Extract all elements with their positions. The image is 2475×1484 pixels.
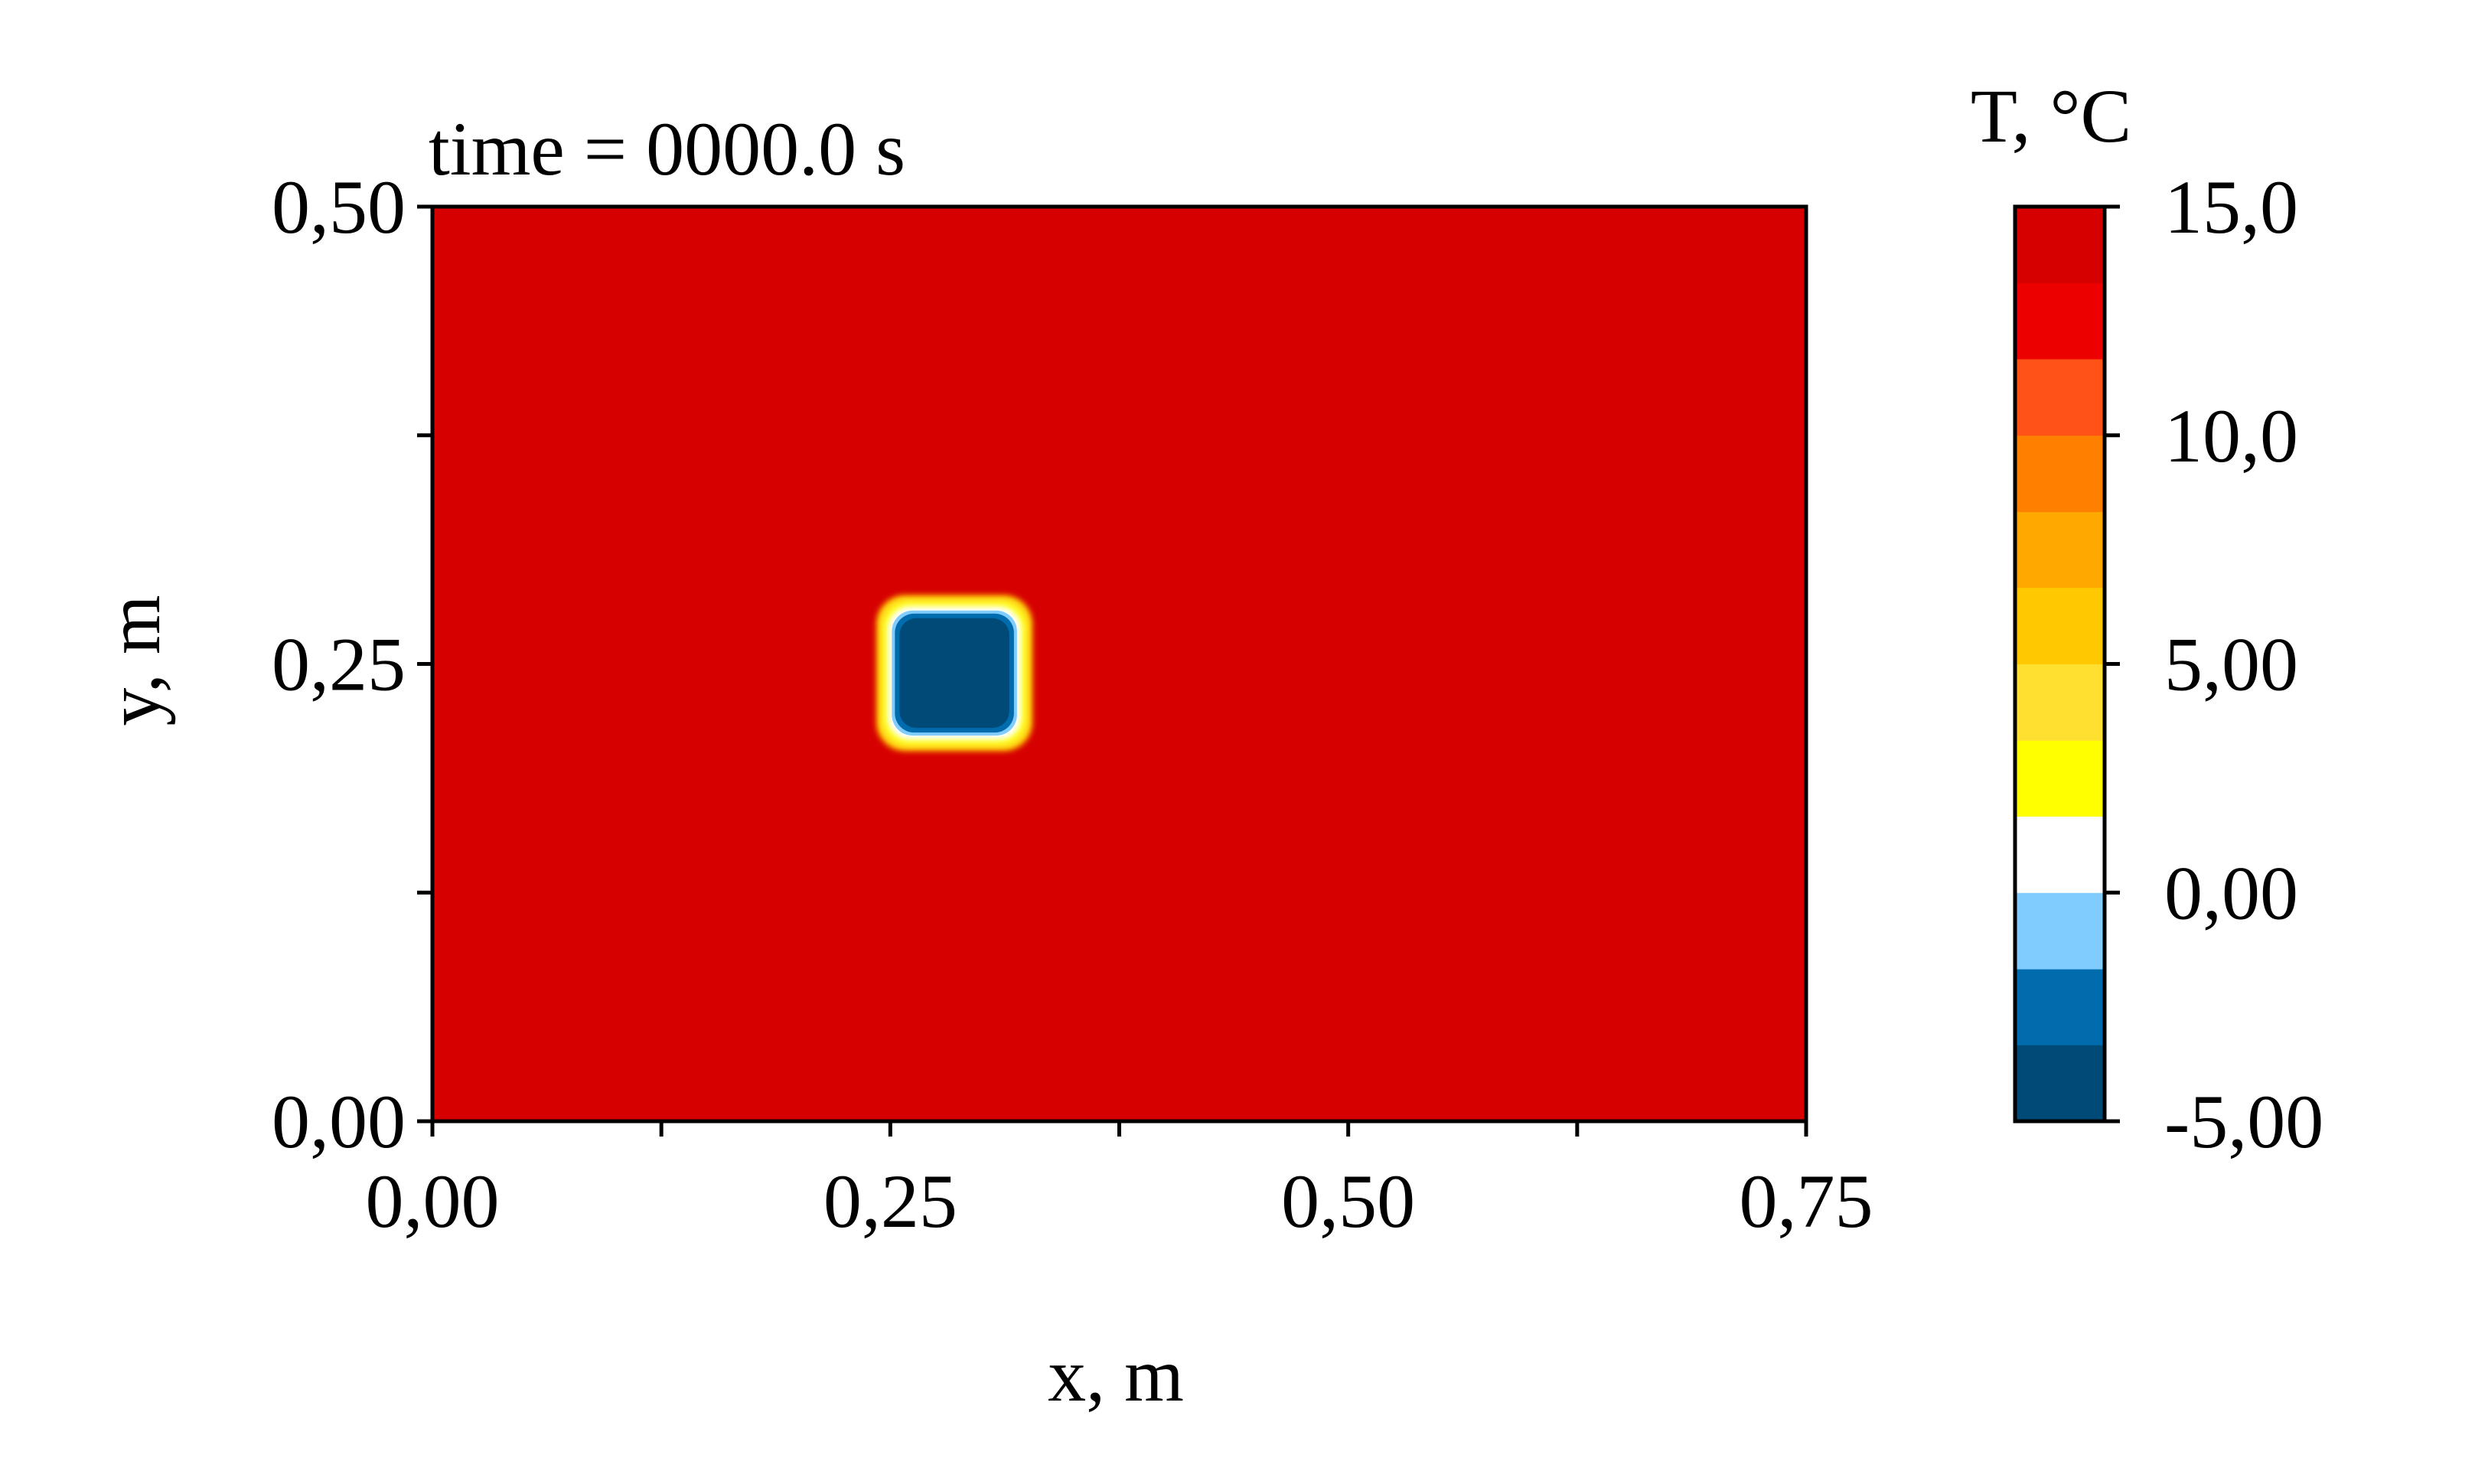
cold-region: [876, 595, 1032, 752]
colorbar-level: [2015, 587, 2105, 664]
colorbar-level: [2015, 207, 2105, 284]
colorbar-level: [2015, 969, 2105, 1045]
colorbar-level: [2015, 664, 2105, 741]
colorbar-ticks: 15,0 10,0 5,00 0,00 -5,00: [2105, 165, 2323, 1164]
x-axis: 0,00 0,25 0,50 0,75: [366, 1121, 1873, 1244]
x-tick-label: 0,75: [1740, 1159, 1873, 1244]
cold-region-contour: [899, 618, 1009, 729]
y-tick-label: 0,00: [272, 1079, 406, 1164]
colorbar-tick-label: 15,0: [2164, 165, 2298, 250]
x-tick-label: 0,25: [823, 1159, 957, 1244]
colorbar-level: [2015, 358, 2105, 436]
x-tick-label: 0,00: [366, 1159, 500, 1244]
colorbar-level: [2015, 740, 2105, 817]
colorbar: 15,0 10,0 5,00 0,00 -5,00 T, °C: [1971, 73, 2323, 1164]
colorbar-level: [2015, 435, 2105, 513]
y-tick-label: 0,50: [272, 165, 406, 250]
colorbar-tick-label: 10,0: [2164, 393, 2298, 478]
plot-area: [430, 204, 1808, 1124]
colorbar-tick-label: 0,00: [2164, 850, 2298, 935]
colorbar-title: T, °C: [1971, 73, 2131, 158]
colorbar-level: [2015, 892, 2105, 970]
y-axis-label: y, m: [91, 595, 176, 726]
colorbar-levels: [2015, 207, 2105, 1122]
chart-title: time = 0000.0 s: [429, 106, 905, 191]
colorbar-level: [2015, 816, 2105, 893]
colorbar-tick-label: 5,00: [2164, 622, 2298, 707]
colorbar-level: [2015, 282, 2105, 360]
x-tick-label: 0,50: [1281, 1159, 1415, 1244]
y-tick-label: 0,25: [272, 622, 406, 707]
x-axis-label: x, m: [1048, 1332, 1184, 1417]
y-axis: 0,00 0,25 0,50: [272, 165, 432, 1164]
colorbar-level: [2015, 1045, 2105, 1122]
colorbar-tick-label: -5,00: [2164, 1079, 2323, 1164]
heatmap-background: [432, 207, 1806, 1121]
colorbar-level: [2015, 511, 2105, 589]
